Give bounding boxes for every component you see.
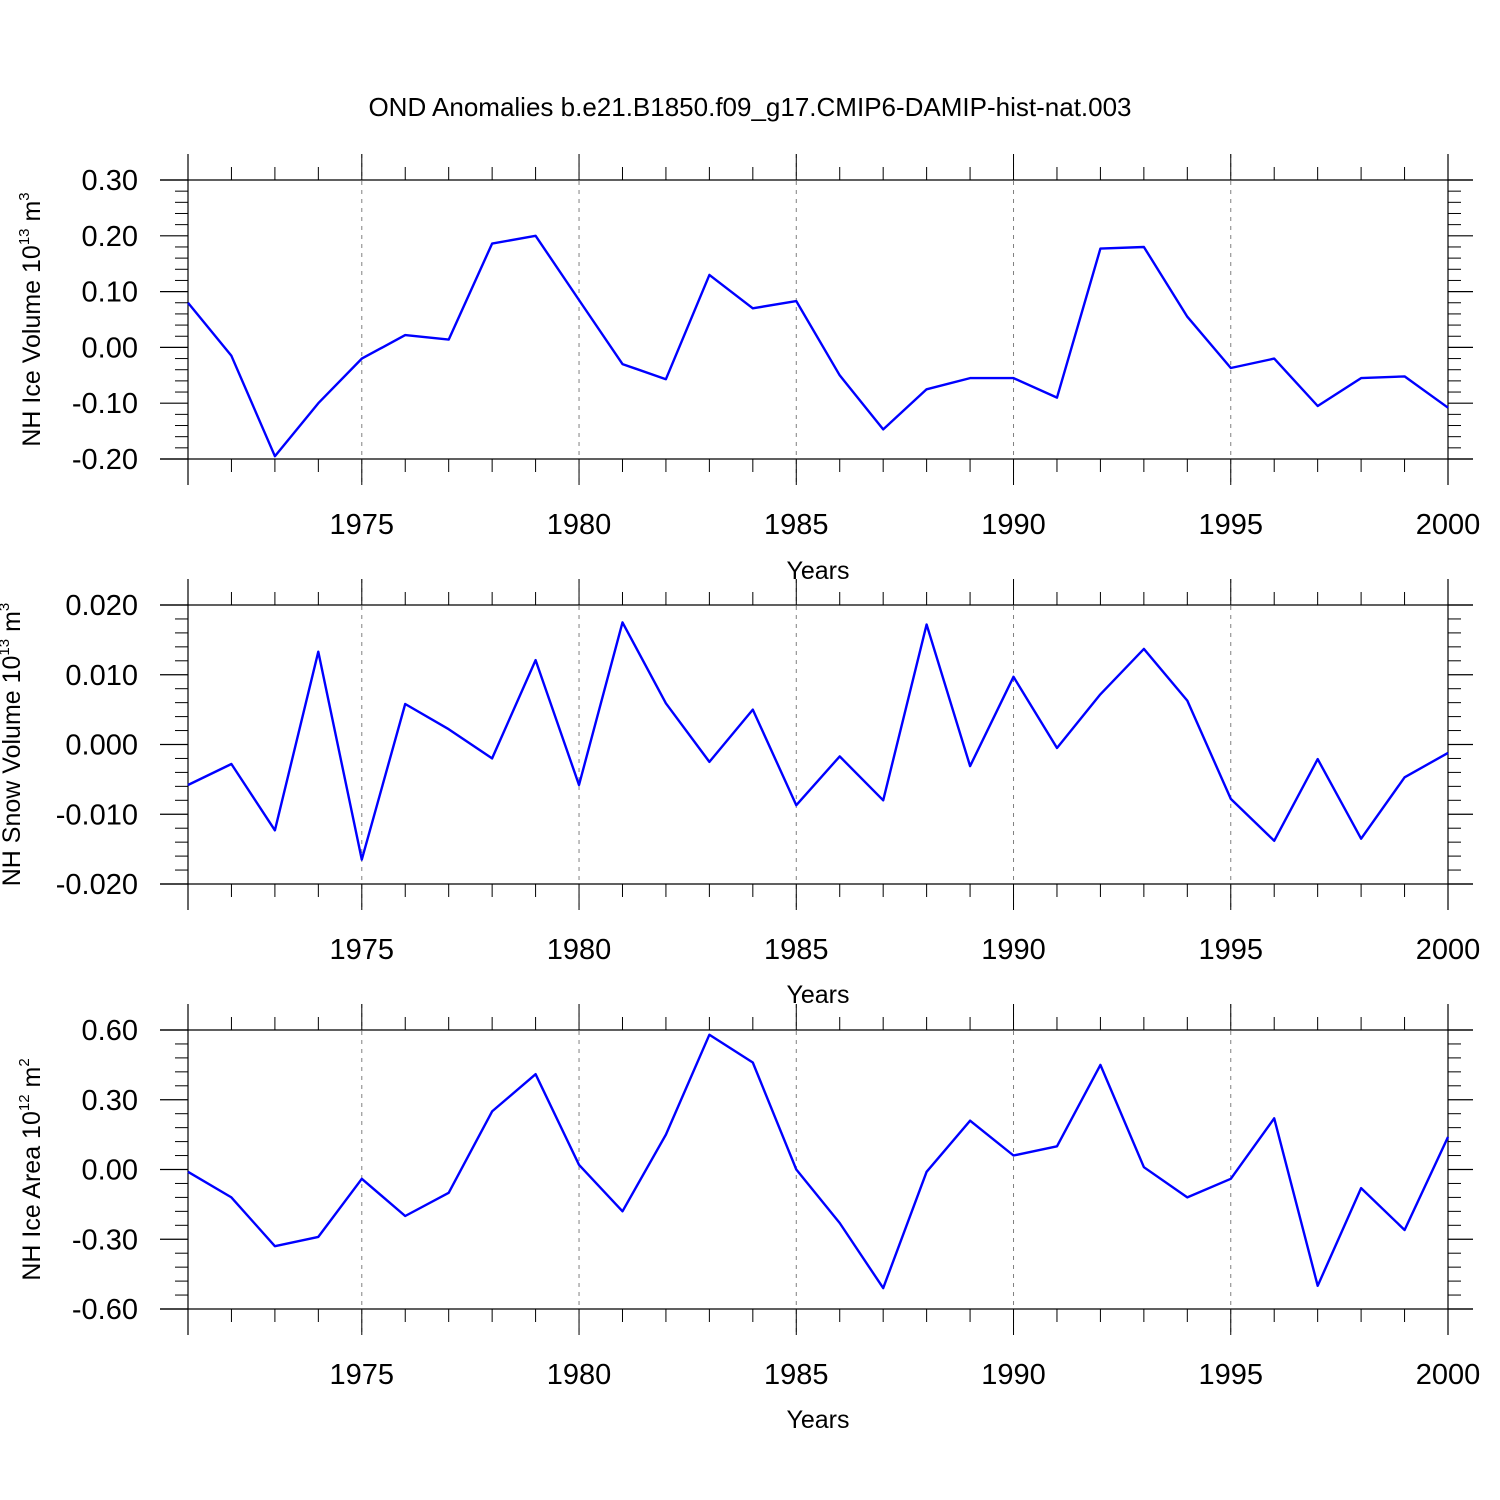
x-tick-label: 1985 (764, 934, 829, 966)
y-tick-label: -0.010 (56, 799, 138, 831)
x-tick-label: 1980 (547, 509, 612, 541)
panel-ice-area: -0.60 -0.30 0.00 0.30 0.60 1975 1980 1985 1990 19… (16, 1004, 1480, 1434)
y-axis-title: NH Ice Area 1012 m2 (16, 1058, 46, 1280)
y-axis-title: NH Ice Volume 1013 m3 (16, 192, 46, 446)
x-axis-title: Years (786, 981, 849, 1009)
x-tick-label: 1990 (981, 1359, 1046, 1391)
series-line-ice-volume (187, 234, 1449, 458)
x-tick-label: 1980 (547, 1359, 612, 1391)
x-tick-label: 1985 (764, 509, 829, 541)
y-tick-label: 0.60 (82, 1015, 138, 1047)
y-tick-label: -0.60 (72, 1294, 138, 1326)
x-tick-label: 1990 (981, 509, 1046, 541)
panel-snow-volume: -0.020 -0.010 0.000 0.010 0.020 1975 1980 1985 1… (0, 579, 1480, 1009)
x-tick-label: 2000 (1416, 509, 1481, 541)
x-tick-label: 1995 (1199, 509, 1264, 541)
y-tick-label: 0.00 (82, 332, 138, 364)
y-tick-label: 0.00 (82, 1155, 138, 1187)
y-tick-label: 0.010 (65, 660, 138, 692)
series-line-ice-area (187, 1033, 1450, 1290)
y-tick-label: 0.20 (82, 221, 138, 253)
x-tick-label: 1995 (1199, 1359, 1264, 1391)
x-tick-label: 1995 (1199, 934, 1264, 966)
x-axis-title: Years (786, 557, 849, 585)
y-tick-label: -0.20 (72, 444, 138, 476)
panel-ice-volume: -0.20 -0.10 0.00 0.10 0.20 0.30 1975 1980 1985 19… (16, 154, 1480, 585)
y-tick-label: -0.10 (72, 388, 138, 420)
series-line-snow-volume (187, 621, 1449, 861)
x-tick-label: 1975 (330, 934, 395, 966)
y-tick-label: 0.000 (65, 730, 138, 762)
x-tick-label: 1975 (330, 509, 395, 541)
y-tick-label: 0.30 (82, 1085, 138, 1117)
y-axis-title: NH Snow Volume 1013 m3 (0, 603, 26, 887)
x-tick-label: 1980 (547, 934, 612, 966)
y-tick-label: 0.30 (82, 165, 138, 197)
x-axis-title: Years (786, 1406, 849, 1434)
x-tick-label: 2000 (1416, 1359, 1481, 1391)
x-tick-label: 2000 (1416, 934, 1481, 966)
x-tick-label: 1990 (981, 934, 1046, 966)
y-tick-label: -0.30 (72, 1224, 138, 1256)
y-tick-label: 0.10 (82, 277, 138, 309)
y-tick-label: 0.020 (65, 590, 138, 622)
y-tick-label: -0.020 (56, 869, 138, 901)
chart-title: OND Anomalies b.e21.B1850.f09_g17.CMIP6-… (368, 92, 1131, 122)
x-tick-label: 1985 (764, 1359, 829, 1391)
x-tick-label: 1975 (330, 1359, 395, 1391)
